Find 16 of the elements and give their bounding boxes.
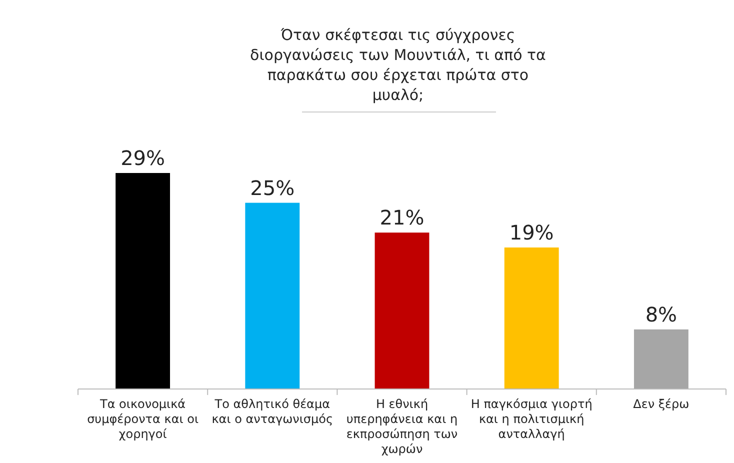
bar: [245, 202, 300, 389]
x-tick-label: Η παγκόσμια γιορτή και η πολιτισμική ανταλλαγή: [470, 397, 592, 441]
x-tick-label: Η εθνική υπερηφάνεια και η εκπροσώπηση των χωρών: [346, 397, 458, 456]
bar: [116, 173, 170, 389]
x-tick-label: Τα οικονομικά συμφέροντα και οι χορηγοί: [87, 397, 199, 441]
bar: [374, 232, 430, 389]
data-label: 21%: [380, 206, 424, 230]
data-label: 8%: [645, 302, 678, 326]
data-label: 29%: [120, 146, 166, 170]
chart-title: Όταν σκέφτεσαι τις σύγχρονες διοργανώσεις των Μουντιάλ, τι από τα παρακάτω σου έρχεται πρώτα στο μυαλό;: [250, 26, 546, 104]
data-label: 19%: [509, 220, 554, 244]
x-tick-label: Το αθλητικό θέαμα και ο ανταγωνισμός: [212, 397, 334, 426]
bar: [504, 247, 559, 389]
data-label: 25%: [250, 176, 295, 200]
bar: [634, 329, 688, 389]
x-tick-label: Δεν ξέρω: [633, 397, 690, 411]
